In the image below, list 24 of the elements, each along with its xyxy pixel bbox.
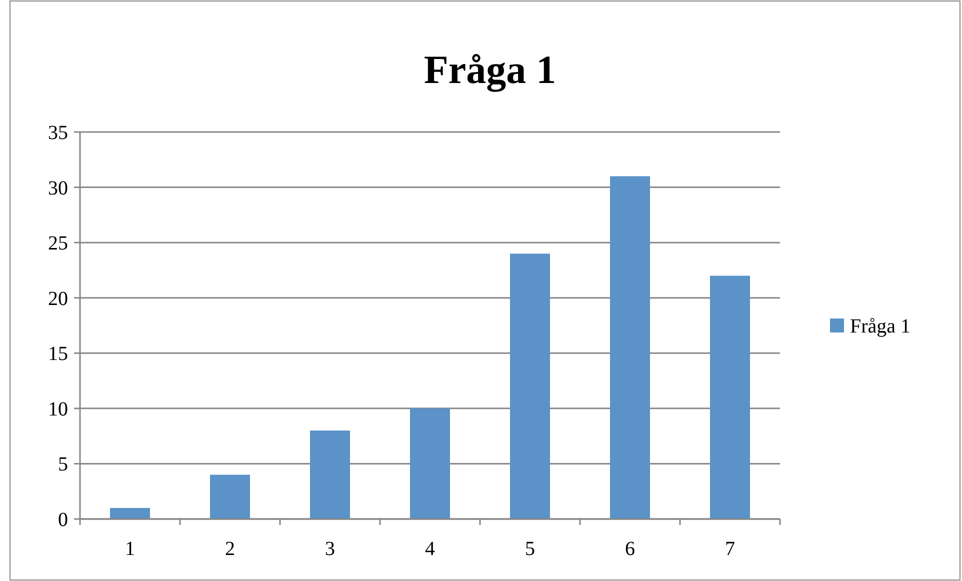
bar: [510, 254, 550, 519]
x-tick-label: 7: [725, 538, 735, 560]
y-tick-label: 10: [48, 398, 68, 420]
x-tick-label: 3: [325, 538, 335, 560]
x-tick-label: 5: [525, 538, 535, 560]
y-tick-label: 35: [48, 122, 68, 144]
bar: [710, 276, 750, 519]
y-tick-label: 20: [48, 288, 68, 310]
chart-title: Fråga 1: [424, 47, 556, 92]
bar: [610, 176, 650, 519]
bar: [110, 508, 150, 519]
bar: [310, 430, 350, 519]
y-tick-label: 30: [48, 177, 68, 200]
x-tick-label: 1: [125, 538, 135, 560]
bar: [210, 474, 250, 519]
y-tick-label: 15: [48, 343, 68, 366]
x-tick-label: 2: [225, 538, 235, 560]
legend-label: Fråga 1: [850, 316, 911, 338]
x-tick-label: 6: [625, 538, 635, 560]
bar: [410, 408, 450, 519]
y-tick-label: 0: [58, 509, 68, 531]
y-tick-label: 25: [48, 232, 68, 255]
y-tick-label: 5: [58, 454, 68, 476]
x-tick-label: 4: [425, 538, 435, 560]
